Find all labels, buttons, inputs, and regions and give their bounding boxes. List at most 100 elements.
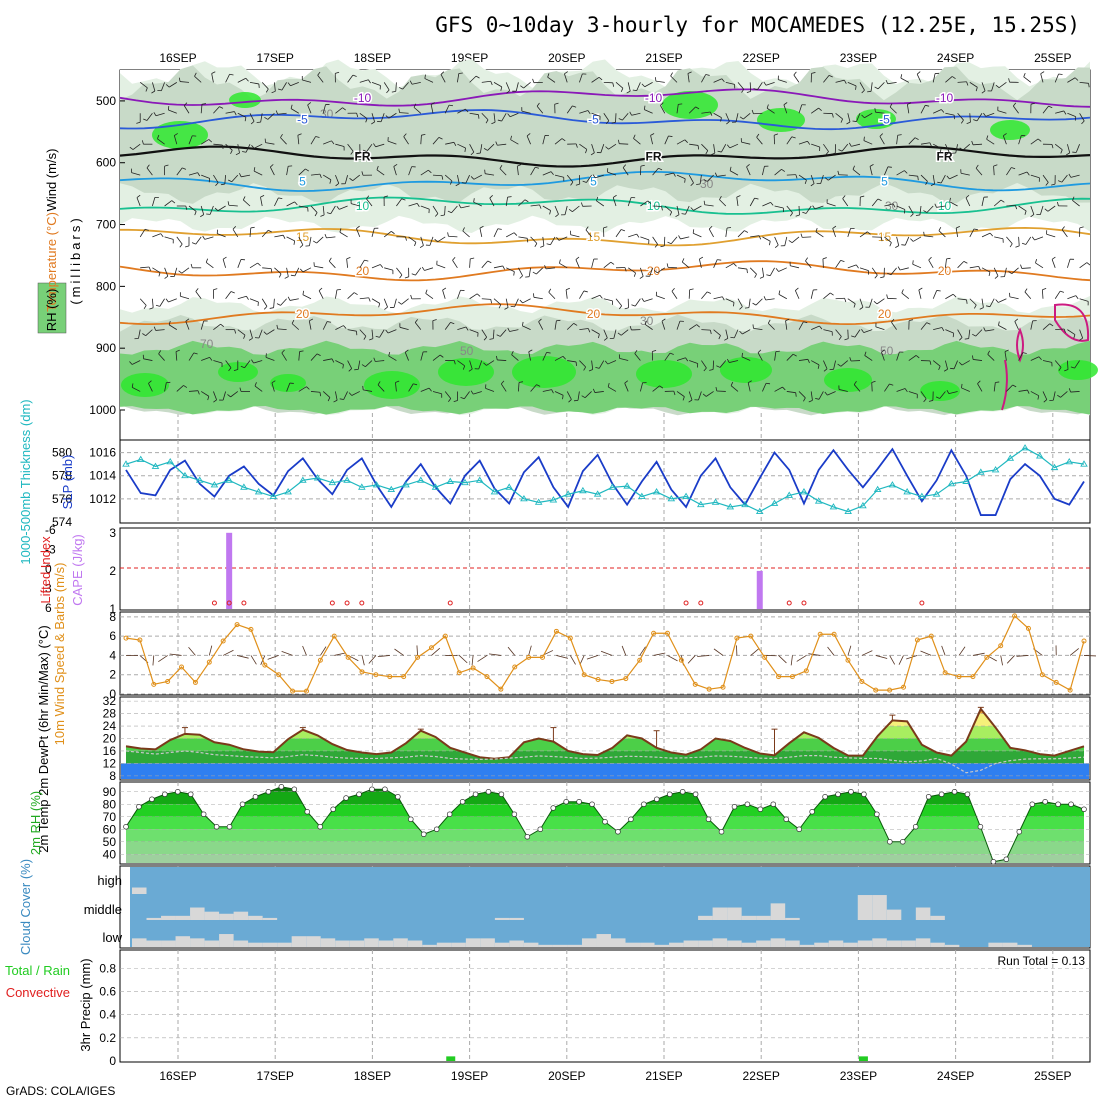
upper-wind-barb <box>620 329 629 336</box>
wind10m-barb <box>281 650 293 656</box>
upper-wind-barb <box>972 143 983 146</box>
upper-wind-barb-feather <box>863 136 865 141</box>
upper-wind-barb <box>585 229 592 238</box>
date-label-bottom: 18SEP <box>354 1069 391 1083</box>
upper-wind-barb <box>670 236 678 245</box>
upper-wind-barb <box>322 174 332 181</box>
upper-wind-barb <box>436 264 446 269</box>
upper-wind-barb-feather <box>331 140 335 145</box>
upper-wind-barb <box>810 174 815 184</box>
cloud-cover-label: Cloud Cover (%) <box>18 859 33 955</box>
upper-wind-barb-feather <box>129 361 133 365</box>
upper-wind-barb-feather <box>506 90 510 94</box>
upper-wind-barb-feather <box>782 386 786 391</box>
upper-wind-barb-feather <box>837 170 840 175</box>
upper-wind-barb <box>402 82 409 90</box>
upper-wind-barb <box>664 352 671 361</box>
upper-wind-barb-feather <box>716 365 721 368</box>
upper-wind-barb-feather <box>441 175 444 180</box>
upper-wind-barb <box>542 205 551 211</box>
upper-wind-barb-feather <box>151 90 156 94</box>
upper-wind-barb <box>826 202 836 207</box>
upper-wind-barb <box>310 391 321 393</box>
upper-wind-barb <box>774 236 779 246</box>
upper-wind-barb <box>876 298 885 305</box>
upper-wind-barb-feather <box>1081 120 1085 125</box>
upper-wind-barb-feather <box>1024 210 1027 215</box>
upper-wind-barb-feather <box>380 264 384 268</box>
upper-wind-barb-feather <box>398 301 402 305</box>
cloud-bar-low <box>552 944 568 947</box>
upper-wind-barb <box>318 290 324 299</box>
upper-wind-barb <box>168 324 178 330</box>
upper-wind-barb-feather <box>398 108 401 113</box>
upper-wind-barb-feather <box>504 307 509 310</box>
thickness-point <box>151 462 160 469</box>
upper-wind-barb-feather <box>721 78 725 83</box>
cloud-bar-middle <box>741 915 757 920</box>
upper-wind-barb <box>908 205 914 214</box>
upper-wind-barb <box>735 113 739 123</box>
upper-wind-barb <box>243 199 251 207</box>
upper-wind-barb-feather <box>874 86 879 90</box>
upper-wind-barb-feather <box>572 105 577 108</box>
upper-wind-barb <box>660 105 666 114</box>
upper-wind-barb <box>1021 267 1031 269</box>
upper-wind-barb-feather <box>880 237 883 242</box>
thickness-point <box>534 498 543 505</box>
upper-wind-barb-feather <box>228 367 232 372</box>
upper-wind-barb-feather <box>250 226 255 229</box>
upper-wind-barb <box>420 135 422 145</box>
cloud-bar-low <box>567 944 582 947</box>
upper-wind-barb <box>522 298 531 304</box>
rh-point <box>964 791 971 797</box>
upper-wind-barb <box>1030 205 1035 215</box>
upper-wind-barb-feather <box>692 229 695 234</box>
pressure-tick-label: 800 <box>96 279 116 293</box>
upper-wind-barb-feather <box>385 329 389 334</box>
upper-wind-barb <box>774 168 782 176</box>
upper-wind-barb-feather <box>1075 295 1079 300</box>
cloud-bar-low <box>451 942 466 947</box>
upper-wind-barb-feather <box>959 337 963 341</box>
rh-band <box>126 829 1084 842</box>
upper-wind-barb-feather <box>1011 167 1016 170</box>
wind10m-barb <box>361 655 365 666</box>
upper-wind-barb <box>904 236 910 246</box>
upper-wind-barb-feather <box>754 273 757 278</box>
rh-point <box>304 808 310 815</box>
upper-wind-barb-feather <box>233 369 238 372</box>
upper-wind-barb-feather <box>1057 201 1059 206</box>
upper-wind-barb-feather <box>565 287 570 291</box>
upper-wind-barb <box>607 360 617 365</box>
wind10m-barb <box>302 645 307 656</box>
upper-wind-barb-feather <box>320 214 325 217</box>
upper-wind-barb-feather <box>438 137 443 140</box>
upper-wind-barb <box>274 197 279 207</box>
upper-wind-barb <box>968 329 971 339</box>
slp-tick-label: 1014 <box>89 469 116 483</box>
upper-wind-barb-feather <box>253 167 256 172</box>
thickness-point <box>387 485 396 493</box>
wind10m-barb <box>875 655 888 659</box>
upper-wind-barb <box>493 265 503 269</box>
upper-wind-barb-feather <box>596 196 599 201</box>
upper-wind-barb-feather <box>1064 369 1069 372</box>
wind10m-point <box>387 674 393 680</box>
rh-point <box>446 811 453 817</box>
upper-wind-barb <box>492 329 495 339</box>
upper-wind-barb <box>1042 391 1048 400</box>
cape-bar <box>226 532 233 609</box>
upper-wind-barb <box>359 112 368 119</box>
upper-wind-barb-feather <box>752 302 757 306</box>
upper-wind-barb-feather <box>724 338 729 341</box>
upper-wind-barb-feather <box>703 367 707 372</box>
upper-wind-barb <box>689 360 698 364</box>
temp-contour-label: 20 <box>587 307 601 321</box>
upper-wind-barb-feather <box>726 358 730 363</box>
thickness-point <box>1065 457 1074 465</box>
upper-wind-barb-feather <box>215 182 219 186</box>
upper-wind-barb-feather <box>874 108 876 113</box>
upper-wind-barb <box>335 174 340 184</box>
